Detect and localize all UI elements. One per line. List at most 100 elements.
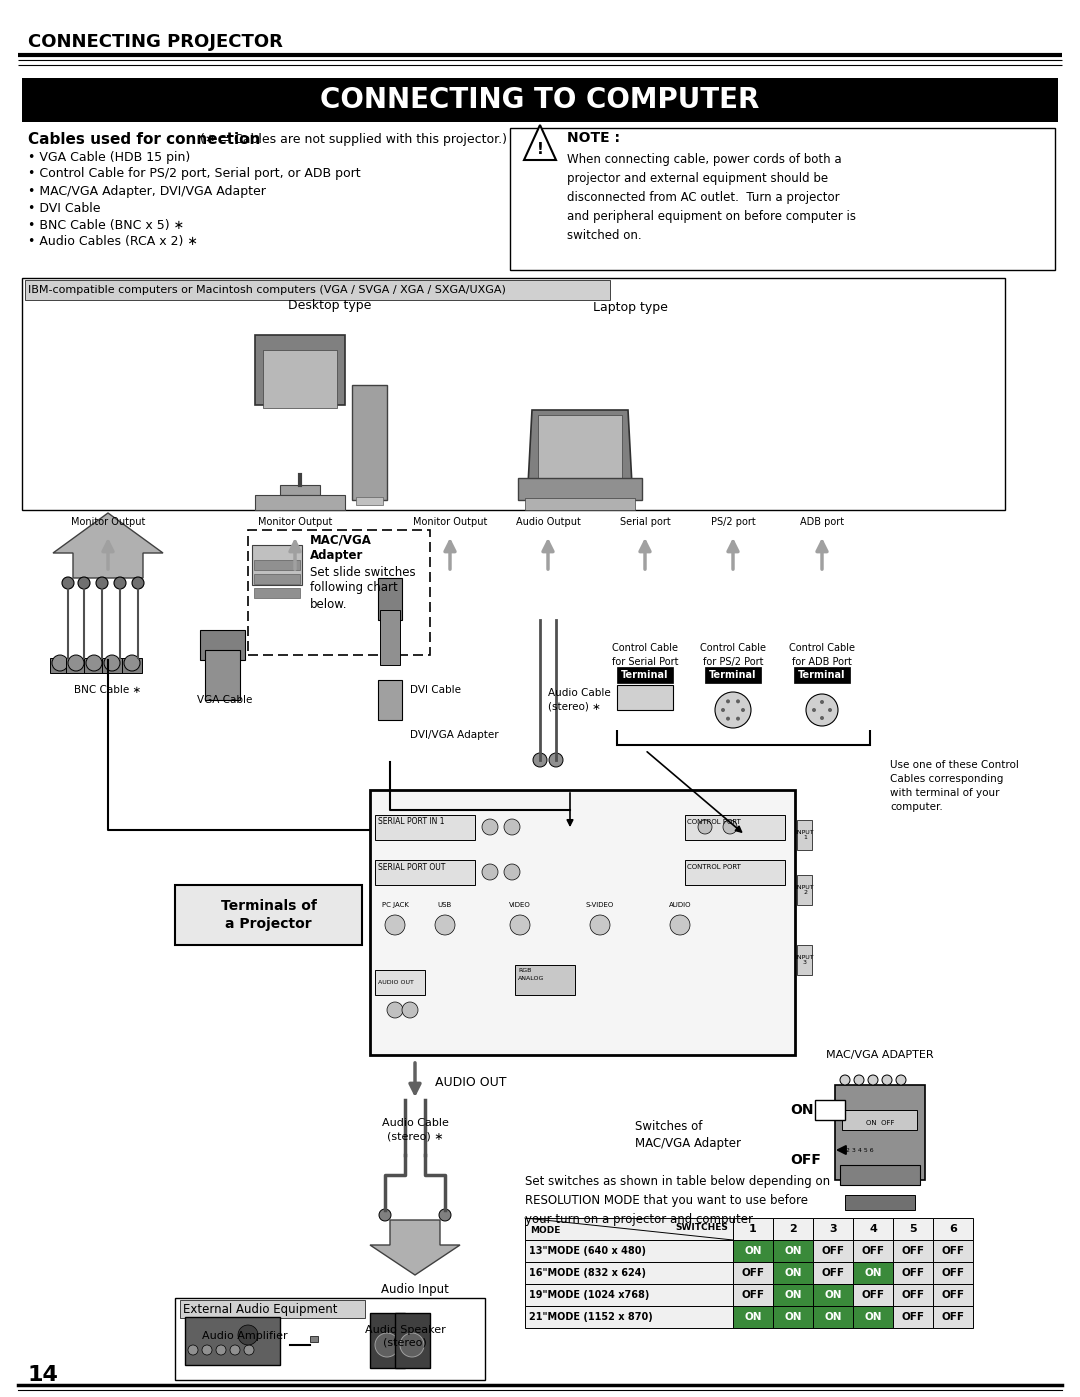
Text: CONTROL PORT: CONTROL PORT [687,863,741,870]
Text: CONNECTING PROJECTOR: CONNECTING PROJECTOR [28,34,283,52]
Text: ON: ON [784,1246,801,1256]
Text: Terminals of
a Projector: Terminals of a Projector [220,898,316,932]
Text: 1 2 3 4 5 6: 1 2 3 4 5 6 [840,1147,874,1153]
Bar [378,578,402,620]
Text: OFF: OFF [942,1246,964,1256]
Bar [252,545,302,585]
Bar [525,1306,733,1329]
Circle shape [202,1345,212,1355]
Bar [370,1313,405,1368]
Text: OFF: OFF [789,1153,821,1166]
Circle shape [659,694,663,700]
Circle shape [482,863,498,880]
Circle shape [820,717,824,719]
Text: When connecting cable, power cords of both a
projector and external equipment sh: When connecting cable, power cords of bo… [567,154,856,242]
Bar [510,129,1055,270]
Text: Control Cable
for ADB Port: Control Cable for ADB Port [789,644,855,666]
Circle shape [549,753,563,767]
Text: 3: 3 [829,1224,837,1234]
Circle shape [626,694,632,700]
Text: OFF: OFF [742,1289,765,1301]
Bar [538,415,622,481]
Bar [370,789,795,1055]
Text: 2: 2 [789,1224,797,1234]
Polygon shape [524,124,556,161]
Bar [797,875,812,905]
Text: 19"MODE (1024 x768): 19"MODE (1024 x768) [529,1289,649,1301]
Text: below.: below. [310,598,348,610]
Text: • VGA Cable (HDB 15 pin): • VGA Cable (HDB 15 pin) [28,151,190,163]
Bar [25,279,610,300]
Text: Audio Output: Audio Output [515,517,580,527]
Text: ADB port: ADB port [800,517,845,527]
Circle shape [670,915,690,935]
Bar [773,1261,813,1284]
Bar [50,658,70,673]
Bar [797,944,812,975]
Text: RGB: RGB [518,968,531,972]
Bar [773,1284,813,1306]
Text: 21"MODE (1152 x 870): 21"MODE (1152 x 870) [529,1312,652,1322]
Bar [733,1218,773,1241]
Bar [515,965,575,995]
Bar [853,1218,893,1241]
Circle shape [230,1345,240,1355]
Text: 5: 5 [909,1224,917,1234]
Bar [933,1306,973,1329]
Text: Terminal: Terminal [798,671,846,680]
Circle shape [216,1345,226,1355]
Circle shape [840,1076,850,1085]
Text: Audio Input: Audio Input [381,1284,449,1296]
Text: ON: ON [789,1104,813,1118]
Text: S-VIDEO: S-VIDEO [585,902,615,908]
Bar [813,1218,853,1241]
Text: CONTROL PORT: CONTROL PORT [687,819,741,826]
Text: AUDIO OUT: AUDIO OUT [378,979,414,985]
Bar [853,1306,893,1329]
Bar [518,478,642,500]
Bar [175,886,362,944]
Text: OFF: OFF [742,1268,765,1278]
Bar [254,588,300,598]
Text: Audio Cable
(stereo) ∗: Audio Cable (stereo) ∗ [381,1119,448,1141]
Text: Monitor Output: Monitor Output [413,517,487,527]
Bar [378,680,402,719]
Bar [773,1218,813,1241]
Circle shape [698,820,712,834]
Text: • Audio Cables (RCA x 2) ∗: • Audio Cables (RCA x 2) ∗ [28,236,198,249]
Text: ON: ON [784,1268,801,1278]
Bar [525,1261,733,1284]
Text: • BNC Cable (BNC x 5) ∗: • BNC Cable (BNC x 5) ∗ [28,218,184,232]
Circle shape [828,708,832,712]
Bar [933,1284,973,1306]
Bar [102,658,122,673]
Text: AUDIO: AUDIO [669,902,691,908]
Circle shape [402,1002,418,1018]
Text: Control Cable
for Serial Port: Control Cable for Serial Port [611,644,678,666]
Bar [893,1218,933,1241]
Bar [853,1261,893,1284]
Text: DVI/VGA Adapter: DVI/VGA Adapter [410,731,499,740]
Text: CONNECTING TO COMPUTER: CONNECTING TO COMPUTER [321,87,759,115]
Text: OFF: OFF [862,1246,885,1256]
Circle shape [534,753,546,767]
Text: INPUT
3: INPUT 3 [796,954,814,965]
Text: • MAC/VGA Adapter, DVI/VGA Adapter: • MAC/VGA Adapter, DVI/VGA Adapter [28,184,266,197]
Bar [310,1336,318,1343]
Circle shape [400,1333,424,1356]
Bar [617,666,673,683]
Text: ON: ON [824,1312,841,1322]
Bar [380,610,400,665]
Text: 14: 14 [28,1365,59,1384]
Text: Desktop type: Desktop type [288,299,372,312]
Text: ON: ON [864,1268,881,1278]
Text: Audio Speaker
(stereo): Audio Speaker (stereo) [365,1324,445,1347]
Bar [813,1306,853,1329]
Bar [525,497,635,510]
Text: Audio Cable
(stereo) ∗: Audio Cable (stereo) ∗ [548,689,611,711]
Text: OFF: OFF [942,1289,964,1301]
Text: Serial port: Serial port [620,517,671,527]
Circle shape [812,708,816,712]
Bar [733,1261,773,1284]
Text: • DVI Cable: • DVI Cable [28,201,100,215]
